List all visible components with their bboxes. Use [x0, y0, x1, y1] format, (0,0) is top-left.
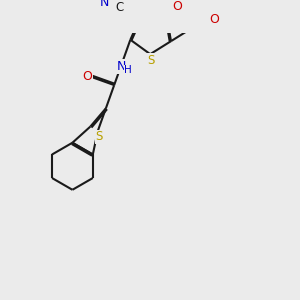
Text: O: O [172, 0, 182, 13]
Text: N: N [100, 0, 109, 9]
Text: N: N [116, 60, 126, 73]
Text: H: H [124, 65, 132, 76]
Text: O: O [210, 13, 220, 26]
Text: S: S [147, 53, 154, 67]
Text: C: C [116, 1, 124, 13]
Text: S: S [95, 130, 103, 143]
Text: O: O [82, 70, 92, 83]
